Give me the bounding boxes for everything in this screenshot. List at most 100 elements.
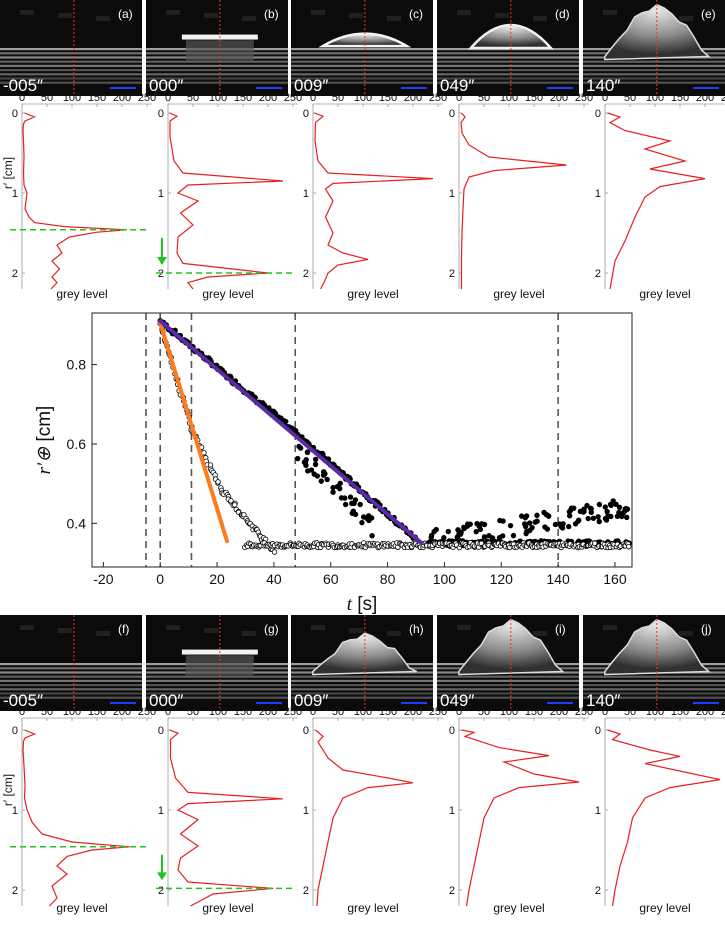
data-point [518, 513, 525, 519]
data-point [366, 517, 372, 524]
photo-streak [679, 631, 693, 636]
profile-y-tick-label: 2 [158, 268, 164, 280]
profile-x-tick-label: 50 [187, 706, 199, 718]
profile-y-tick-label: 1 [12, 188, 18, 200]
profile-x-tick-label: 50 [478, 92, 490, 104]
profile-x-label: grey level [493, 901, 544, 915]
photo-band [146, 77, 288, 80]
data-point [360, 514, 367, 520]
photo-streak [457, 10, 471, 15]
profile-x-tick-label: 0 [456, 92, 462, 104]
profile-x-tick-label: 100 [354, 92, 372, 104]
data-point [602, 504, 608, 510]
photo-band [291, 77, 433, 80]
profile-y-tick-label: 2 [595, 885, 601, 897]
profile-x-tick-label: 50 [624, 706, 636, 718]
data-point [314, 473, 321, 479]
data-point [544, 512, 551, 518]
data-point [623, 505, 629, 512]
data-point [228, 498, 234, 504]
data-point [456, 531, 462, 537]
photo-band [0, 64, 142, 67]
profile-x-tick-label: 0 [165, 706, 171, 718]
photo-strips: -005″ (a) 000″ (b) 009″ (c) 049″ (d) 140″ (e) -005… [0, 0, 725, 711]
photo-streak [204, 13, 218, 18]
photo-band [437, 73, 579, 76]
data-point [507, 522, 514, 529]
profile-y-tick-label: 0 [12, 725, 18, 737]
profile-y-tick-label: 0 [449, 725, 455, 737]
profile-x-label: grey level [347, 287, 398, 301]
profile-y-tick-label: 2 [303, 885, 309, 897]
photo-streak [166, 625, 180, 630]
photo-band [0, 663, 142, 666]
photo-panel: 140″ (j) [583, 615, 725, 711]
profile-y-tick-label: 0 [449, 108, 455, 120]
data-point [271, 549, 278, 555]
photo-time-label: 000″ [149, 76, 183, 95]
data-point [610, 498, 616, 504]
photo-time-label: 009″ [294, 691, 328, 710]
profile-y-label: r′ [cm] [1, 774, 15, 806]
profile-x-label: grey level [639, 901, 690, 915]
photo-streak [242, 631, 256, 636]
photo-band [583, 81, 725, 84]
main-y-label-symbol: r′⊕ [34, 447, 55, 475]
main-x-tick-label: 60 [323, 571, 339, 587]
profile-y-tick-label: 1 [12, 805, 18, 817]
main-x-tick-label: 160 [603, 571, 627, 587]
data-point [301, 459, 308, 465]
photo-band [0, 675, 142, 678]
profile-y-tick-label: 0 [303, 725, 309, 737]
photo-streak [204, 628, 218, 633]
fit-line [158, 320, 229, 544]
photo-dome-body [185, 40, 254, 61]
photo-time-label: 140″ [586, 691, 620, 710]
profile-curve [169, 112, 284, 290]
main-x-label-symbol: t [347, 594, 353, 615]
photo-time-label: 009″ [294, 76, 328, 95]
data-point [613, 501, 619, 508]
photo-streak [603, 625, 617, 630]
photo-streak [387, 631, 401, 636]
photo-time-label: 049″ [440, 691, 474, 710]
main-y-tick-label: 0.4 [67, 515, 87, 531]
profile-panel: 0 50 100 150 200 250 0 1 2 grey level [303, 706, 447, 915]
photo-band [437, 69, 579, 72]
data-point [523, 528, 530, 535]
data-point [342, 501, 349, 508]
photo-band [146, 688, 288, 691]
profile-x-label: grey level [56, 901, 107, 915]
profile-x-label: grey level [202, 901, 253, 915]
photo-band [583, 684, 725, 687]
photo-streak [349, 628, 363, 633]
profile-curve [314, 112, 434, 290]
photo-panel-letter: (h) [409, 622, 424, 636]
data-point [476, 523, 483, 530]
data-point [320, 469, 327, 475]
profile-y-tick-label: 2 [158, 885, 164, 897]
profile-panel: 0 50 100 150 200 250 0 1 2 grey level [156, 92, 302, 301]
profile-panel: 0 50 100 150 200 250 0 1 2 grey level [10, 706, 156, 915]
photo-band [437, 64, 579, 67]
photo-band [291, 675, 433, 678]
profile-x-tick-label: 0 [165, 92, 171, 104]
photo-band [146, 81, 288, 84]
profile-x-tick-label: 150 [525, 706, 543, 718]
photo-panel: 140″ (e) [583, 0, 725, 96]
photo-band [437, 56, 579, 59]
data-point [556, 521, 563, 527]
profile-y-tick-label: 2 [303, 268, 309, 280]
profile-curve [461, 729, 580, 907]
photo-panel-letter: (f) [118, 622, 129, 636]
photo-time-label: 000″ [149, 691, 183, 710]
photo-panel: -005″ (f) [0, 615, 142, 711]
data-point [330, 489, 336, 495]
profile-x-tick-label: 100 [646, 706, 664, 718]
main-x-tick-label: 120 [490, 571, 514, 587]
photo-time-label: -005″ [3, 691, 43, 710]
photo-panel-letter: (i) [555, 622, 566, 636]
profile-shift-arrowhead [157, 872, 167, 881]
photo-band [583, 688, 725, 691]
photo-time-label: 140″ [586, 76, 620, 95]
